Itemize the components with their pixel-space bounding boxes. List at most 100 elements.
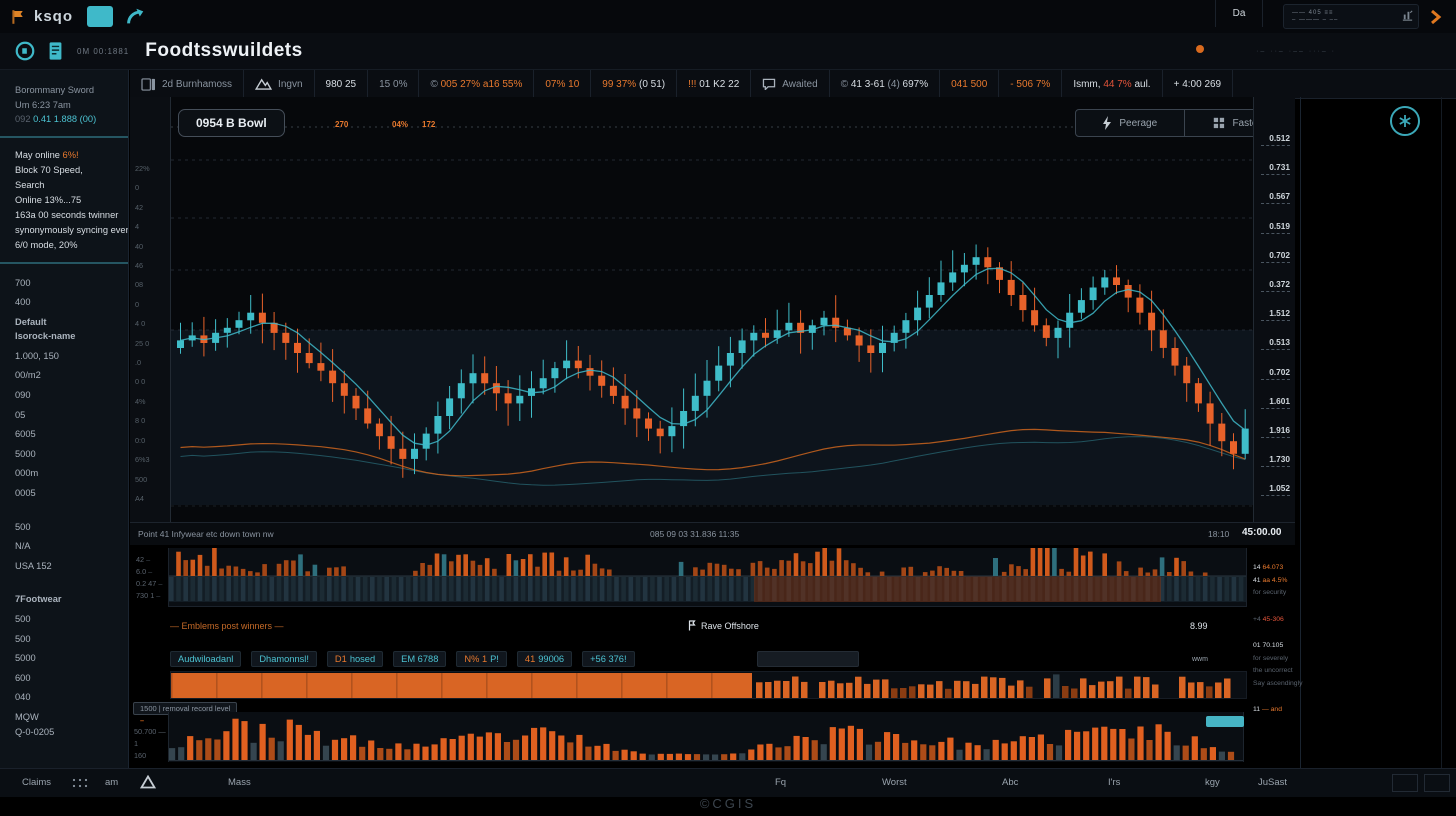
- stat-line: for severely: [1253, 653, 1313, 666]
- sidebar-item[interactable]: 700: [15, 277, 31, 288]
- filter-chip[interactable]: +56 376!: [582, 651, 635, 667]
- session-widget[interactable]: —— 405 ≡≡ – ——— – ––: [1283, 4, 1419, 29]
- stat-line: +4 45-306: [1253, 614, 1313, 627]
- range-selector-button[interactable]: [1206, 716, 1244, 727]
- filter-chip[interactable]: Audwiloadanl: [170, 651, 242, 667]
- filter-chip[interactable]: Dhamonnsl!: [251, 651, 317, 667]
- sidebar-item[interactable]: USA 152: [15, 560, 52, 571]
- toolbar-cell[interactable]: © 005 27% a16 55%: [419, 70, 535, 98]
- volume-axis-label: 730 1: [130, 590, 168, 602]
- jusast-menu[interactable]: JuSast: [1258, 777, 1288, 788]
- kgy-menu[interactable]: kgy: [1205, 777, 1220, 788]
- toolbar-cell[interactable]: © 41 3-61 (4) 697%: [830, 70, 941, 98]
- toolbar-cell[interactable]: Ingvn: [244, 70, 315, 98]
- volume-axis-labels: 426.00.2 47730 1: [130, 554, 168, 602]
- text-segment: 2d Burnhamoss: [162, 78, 233, 90]
- sidebar-item[interactable]: 5000: [15, 653, 36, 664]
- dots-grid-icon[interactable]: [72, 778, 88, 788]
- mountain-icon: [255, 78, 273, 90]
- axis-tick: [1261, 320, 1290, 322]
- bottom-bar-cell[interactable]: [1392, 774, 1418, 792]
- bottom-bar-cell[interactable]: [1424, 774, 1450, 792]
- mass-menu[interactable]: Mass: [228, 777, 251, 788]
- axis-tick: [1261, 145, 1290, 146]
- filter-chip[interactable]: EM 6788: [393, 651, 447, 667]
- fq-menu[interactable]: Fq: [775, 777, 787, 788]
- toolbar-cell[interactable]: !!! 01 K2 22: [677, 70, 752, 98]
- toolbar-cell[interactable]: Ismm, 44 7% aul.: [1062, 70, 1163, 98]
- series-legend: — Emblems post winners —: [170, 621, 284, 631]
- sidebar-item[interactable]: 500: [15, 614, 31, 624]
- card-icon[interactable]: [48, 41, 63, 61]
- filter-chip[interactable]: N% 1 P!: [456, 651, 507, 667]
- sidebar-item[interactable]: 05: [15, 409, 26, 420]
- triangle-icon[interactable]: [140, 775, 156, 789]
- toolbar-cell-text: © 41 3-61 (4) 697%: [841, 79, 928, 90]
- price-axis-label: 0.702: [1254, 250, 1295, 279]
- sidebar-item[interactable]: 400: [15, 297, 31, 308]
- toolbar-cell[interactable]: + 4:00 269: [1163, 70, 1234, 98]
- toolbar-cell[interactable]: Awaited: [751, 70, 830, 98]
- toolbar-cell[interactable]: 99 37% (0 51): [591, 70, 678, 98]
- chevron-right-icon[interactable]: [1429, 9, 1442, 25]
- text-segment: aul.: [1134, 78, 1151, 90]
- abc-menu[interactable]: Abc: [1002, 777, 1019, 788]
- brand-square-button[interactable]: [87, 6, 114, 27]
- peerage-button[interactable]: Peerage: [1076, 110, 1184, 136]
- toolbar-cell[interactable]: - 506 7%: [999, 70, 1063, 98]
- sidebar-item[interactable]: 000m: [15, 468, 39, 479]
- sidebar-item[interactable]: Isorock-name: [15, 331, 76, 342]
- filter-chip[interactable]: D1 hosed: [326, 651, 384, 667]
- toolbar-cell[interactable]: 980 25: [315, 70, 369, 98]
- worst-menu[interactable]: Worst: [882, 777, 907, 788]
- sidebar-item[interactable]: 500: [15, 633, 31, 644]
- asterisk-icon[interactable]: [1390, 106, 1420, 136]
- axis-tick: [1261, 407, 1290, 409]
- sidebar-item[interactable]: 7Footwear: [15, 594, 62, 605]
- flag-icon: [10, 8, 27, 26]
- status-time-small: 18:10: [1208, 529, 1230, 539]
- sidebar-item[interactable]: Default: [15, 316, 47, 327]
- sidebar-item[interactable]: 600: [15, 672, 31, 683]
- toolbar-cell[interactable]: 041 500: [940, 70, 1000, 98]
- sidebar-item[interactable]: 6005: [15, 429, 36, 440]
- am-menu[interactable]: am: [105, 777, 119, 788]
- sidebar-status-line: Search: [15, 178, 128, 193]
- filter-input[interactable]: [757, 651, 859, 667]
- claims-menu[interactable]: Claims: [22, 777, 52, 788]
- sidebar-item[interactable]: 040: [15, 692, 31, 703]
- panels-icon: [141, 77, 156, 91]
- price-axis-label: 1.730: [1254, 454, 1295, 483]
- price-axis[interactable]: 0.512 0.731 0.567 0.519 0.702: [1253, 97, 1295, 522]
- sidebar-item[interactable]: 1.000, 150: [15, 350, 59, 361]
- toolbar-cell[interactable]: 2d Burnhamoss: [130, 70, 245, 98]
- text-segment: 697%: [902, 78, 929, 90]
- sidebar-item[interactable]: MQW: [15, 711, 39, 722]
- filter-chip[interactable]: 41 99006: [516, 651, 573, 667]
- irs-menu[interactable]: I'rs: [1108, 777, 1121, 788]
- axis-tick: [1261, 495, 1290, 497]
- text-segment: 01 K2 22: [699, 78, 740, 90]
- text-segment: 11: [1253, 706, 1262, 713]
- candlestick-plot[interactable]: [170, 97, 1254, 522]
- sidebar-item[interactable]: 090: [15, 390, 31, 401]
- toolbar-cell[interactable]: 15 0%: [368, 70, 420, 98]
- sidebar-item[interactable]: N/A: [15, 541, 31, 552]
- text-segment: 041 500: [951, 78, 988, 90]
- sidebar-item[interactable]: Q-0-0205: [15, 726, 55, 737]
- sidebar-item[interactable]: 0005: [15, 488, 36, 499]
- text-segment: N% 1: [464, 654, 488, 664]
- price-axis-label: 1.512: [1254, 308, 1295, 337]
- target-icon[interactable]: [14, 40, 36, 62]
- left-axis-label: 0:0: [135, 435, 146, 445]
- signal-icon[interactable]: [125, 7, 146, 26]
- sidebar-summary-line: Um 6:23 7am: [15, 98, 128, 113]
- toolbar-cell[interactable]: 07% 10: [534, 70, 592, 98]
- fasted-button[interactable]: Fasted: [1183, 110, 1293, 136]
- symbol-button[interactable]: 0954 B Bowl: [178, 109, 285, 137]
- sidebar-item[interactable]: 5000: [15, 448, 36, 459]
- sidebar-item[interactable]: 500: [15, 521, 31, 532]
- toolbar-cell-da[interactable]: Da: [1215, 0, 1263, 27]
- sidebar-item[interactable]: 00/m2: [15, 370, 41, 381]
- axis-tick: [1261, 203, 1290, 205]
